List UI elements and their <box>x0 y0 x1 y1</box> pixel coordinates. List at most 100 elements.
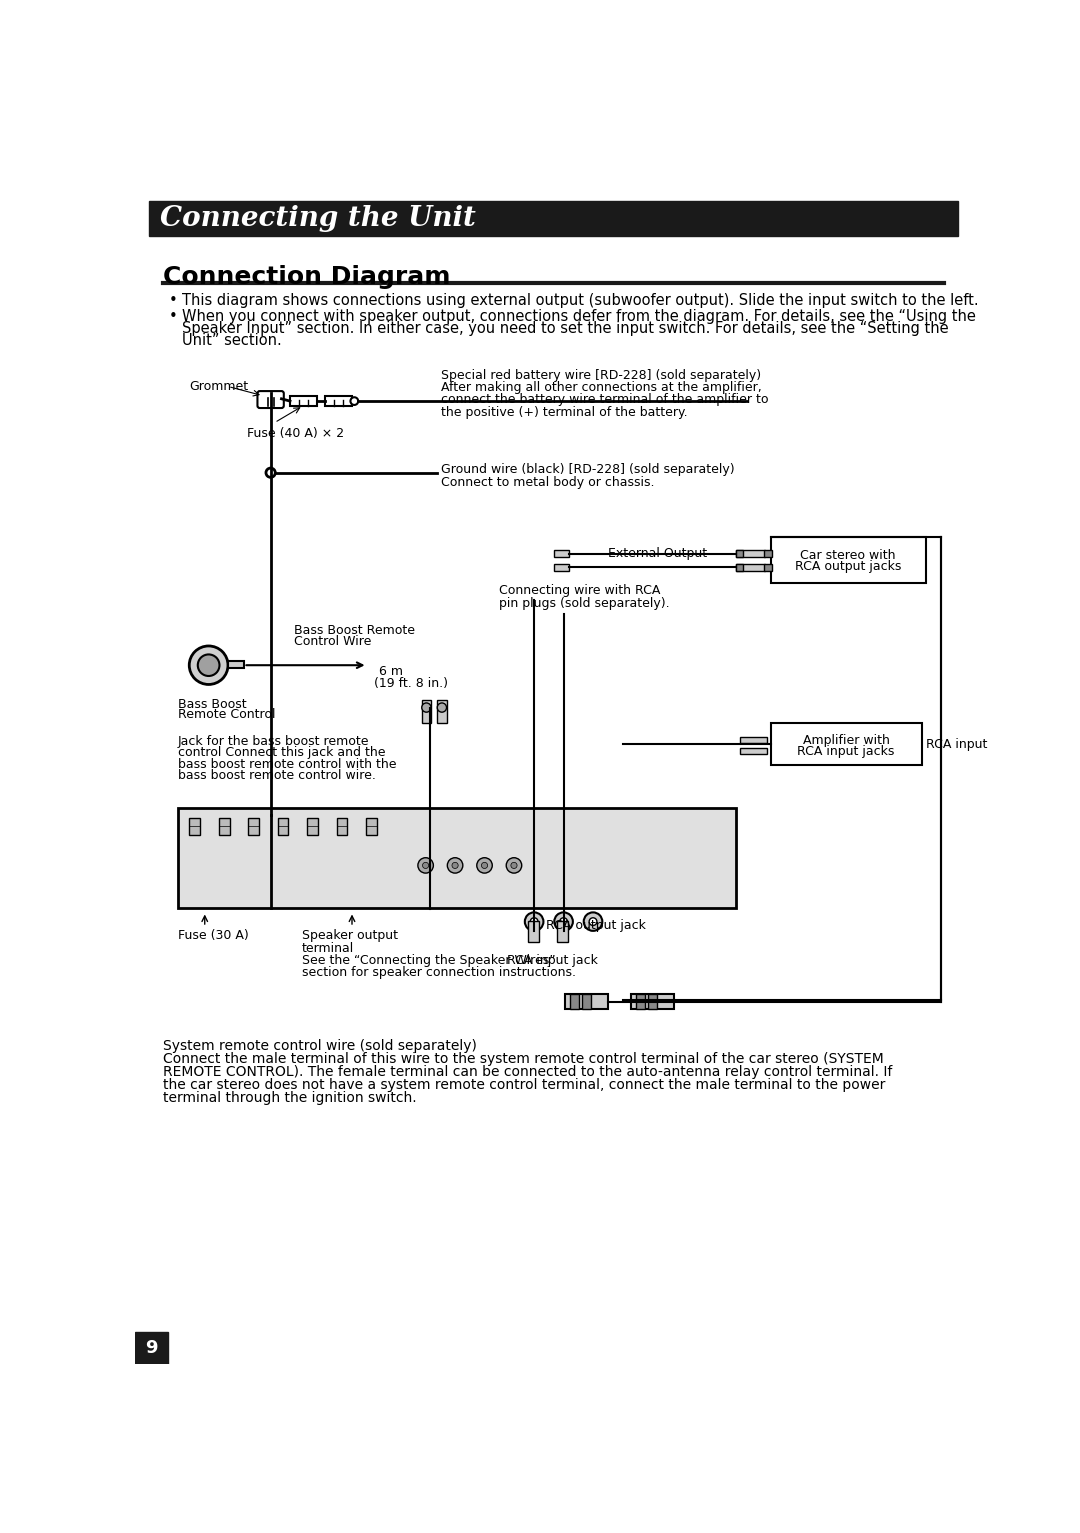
Text: Remote Control: Remote Control <box>177 708 275 722</box>
Text: Car stereo with: Car stereo with <box>800 549 895 563</box>
Bar <box>636 993 645 1009</box>
Bar <box>770 724 921 765</box>
Text: Grommet: Grommet <box>189 380 248 394</box>
Text: terminal through the ignition switch.: terminal through the ignition switch. <box>163 1091 417 1105</box>
Bar <box>735 564 743 572</box>
Bar <box>528 921 539 943</box>
Circle shape <box>189 645 228 684</box>
Text: When you connect with speaker output, connections defer from the diagram. For de: When you connect with speaker output, co… <box>181 308 975 323</box>
Bar <box>765 564 772 572</box>
Text: control Connect this jack and the: control Connect this jack and the <box>177 747 386 759</box>
Bar <box>740 737 767 744</box>
Bar <box>218 817 230 834</box>
Text: RCA input jack: RCA input jack <box>507 954 598 967</box>
Bar <box>570 993 579 1009</box>
Bar <box>437 701 446 724</box>
Circle shape <box>525 912 543 931</box>
Text: 9: 9 <box>145 1340 158 1357</box>
Text: connect the battery wire terminal of the amplifier to: connect the battery wire terminal of the… <box>441 394 769 406</box>
Text: Control Wire: Control Wire <box>294 635 372 648</box>
Text: Jack for the bass boost remote: Jack for the bass boost remote <box>177 734 369 748</box>
Text: pin plugs (sold separately).: pin plugs (sold separately). <box>499 596 670 610</box>
Text: REMOTE CONTROL). The female terminal can be connected to the auto-antenna relay : REMOTE CONTROL). The female terminal can… <box>163 1065 892 1079</box>
Bar <box>307 817 318 834</box>
Text: Connecting wire with RCA: Connecting wire with RCA <box>499 584 661 598</box>
Bar <box>554 550 569 558</box>
Text: This diagram shows connections using external output (subwoofer output). Slide t: This diagram shows connections using ext… <box>181 293 978 308</box>
Text: 6 m: 6 m <box>379 665 403 678</box>
Text: External Output: External Output <box>608 547 707 561</box>
Bar <box>149 201 958 236</box>
Circle shape <box>507 857 522 874</box>
Text: After making all other connections at the amplifier,: After making all other connections at th… <box>441 382 761 394</box>
Text: Connection Diagram: Connection Diagram <box>163 265 450 288</box>
Circle shape <box>530 918 538 926</box>
Circle shape <box>559 918 567 926</box>
Text: Speaker Input” section. In either case, you need to set the input switch. For de: Speaker Input” section. In either case, … <box>181 320 948 336</box>
Circle shape <box>482 863 488 869</box>
Text: Bass Boost: Bass Boost <box>177 698 246 711</box>
Text: section for speaker connection instructions.: section for speaker connection instructi… <box>301 966 576 980</box>
Text: RCA input jacks: RCA input jacks <box>797 745 894 757</box>
Text: See the “Connecting the Speaker Wires”: See the “Connecting the Speaker Wires” <box>301 954 555 967</box>
Bar <box>735 550 743 558</box>
Circle shape <box>511 863 517 869</box>
Bar <box>735 550 765 558</box>
Text: bass boost remote control wire.: bass boost remote control wire. <box>177 770 376 782</box>
Text: Special red battery wire [RD-228] (sold separately): Special red battery wire [RD-228] (sold … <box>441 369 761 382</box>
Text: Bass Boost Remote: Bass Boost Remote <box>294 624 415 638</box>
Text: Fuse (40 A) × 2: Fuse (40 A) × 2 <box>247 426 345 440</box>
Bar <box>228 661 243 668</box>
Bar <box>177 808 735 908</box>
Text: RCA input: RCA input <box>926 737 987 751</box>
Circle shape <box>590 918 597 926</box>
Circle shape <box>451 863 458 869</box>
Circle shape <box>422 704 431 713</box>
Bar <box>291 397 318 406</box>
Text: the positive (+) terminal of the battery.: the positive (+) terminal of the battery… <box>441 406 688 419</box>
Text: Amplifier with: Amplifier with <box>802 734 890 747</box>
Text: Fuse (30 A): Fuse (30 A) <box>177 929 248 943</box>
Text: Connect to metal body or chassis.: Connect to metal body or chassis. <box>441 475 654 489</box>
Circle shape <box>418 857 433 874</box>
Bar <box>337 817 348 834</box>
Text: (19 ft. 8 in.): (19 ft. 8 in.) <box>374 676 448 690</box>
Text: Unit” section.: Unit” section. <box>181 333 281 348</box>
Text: System remote control wire (sold separately): System remote control wire (sold separat… <box>163 1039 476 1053</box>
Text: Connect the male terminal of this wire to the system remote control terminal of : Connect the male terminal of this wire t… <box>163 1052 883 1065</box>
Bar <box>770 537 926 583</box>
Bar <box>366 817 377 834</box>
Text: bass boost remote control with the: bass boost remote control with the <box>177 757 396 771</box>
Text: •: • <box>170 308 178 323</box>
Text: Speaker output: Speaker output <box>301 929 397 943</box>
Bar <box>135 1332 167 1364</box>
Circle shape <box>554 912 572 931</box>
Bar <box>278 817 288 834</box>
Circle shape <box>350 397 359 405</box>
Circle shape <box>198 655 219 676</box>
Text: terminal: terminal <box>301 941 354 955</box>
Circle shape <box>437 704 446 713</box>
Text: RCA output jack: RCA output jack <box>545 920 646 932</box>
Text: Connecting the Unit: Connecting the Unit <box>160 205 475 231</box>
Text: the car stereo does not have a system remote control terminal, connect the male : the car stereo does not have a system re… <box>163 1078 886 1091</box>
Bar <box>422 701 431 724</box>
Bar <box>557 921 568 943</box>
FancyBboxPatch shape <box>257 391 284 408</box>
Text: •: • <box>170 293 178 308</box>
Text: RCA output jacks: RCA output jacks <box>795 560 901 573</box>
Bar <box>248 817 259 834</box>
Circle shape <box>422 863 429 869</box>
Bar <box>735 564 765 572</box>
Circle shape <box>583 912 603 931</box>
Bar <box>740 748 767 754</box>
Bar <box>582 993 592 1009</box>
Bar <box>565 993 608 1009</box>
Circle shape <box>447 857 463 874</box>
Circle shape <box>476 857 492 874</box>
Text: Ground wire (black) [RD-228] (sold separately): Ground wire (black) [RD-228] (sold separ… <box>441 463 734 477</box>
Bar <box>554 564 569 572</box>
Bar <box>325 397 352 406</box>
Circle shape <box>266 468 275 477</box>
Bar <box>631 993 674 1009</box>
